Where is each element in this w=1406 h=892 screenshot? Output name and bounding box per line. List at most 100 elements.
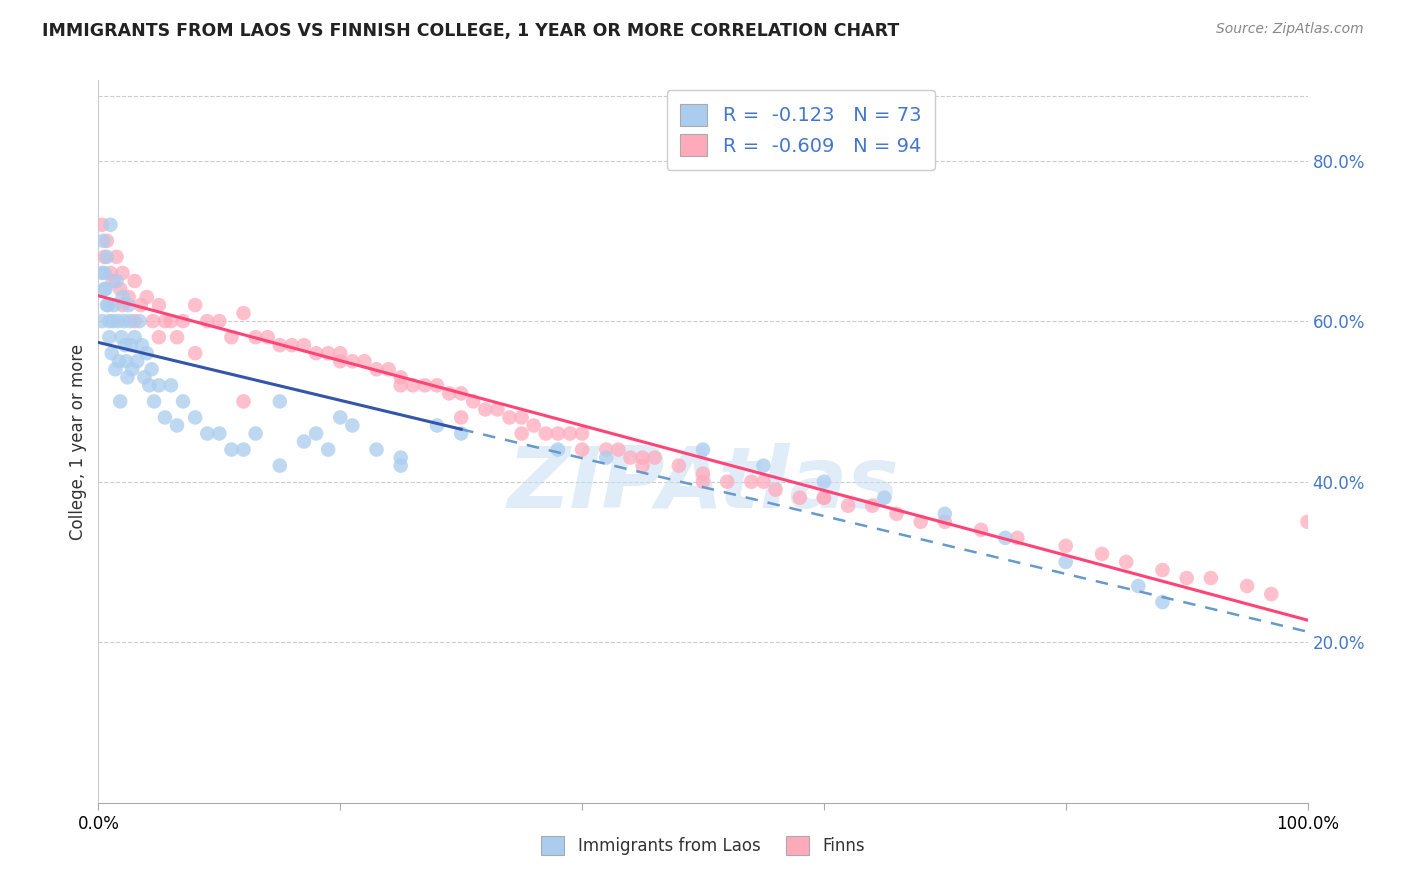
Point: [389, 378, 412, 392]
Point: [970, 523, 993, 537]
Point: [148, 330, 170, 344]
Point: [389, 450, 412, 465]
Point: [120, 338, 142, 352]
Point: [232, 306, 254, 320]
Point: [813, 491, 835, 505]
Point: [124, 330, 146, 344]
Point: [1152, 563, 1174, 577]
Point: [571, 442, 593, 457]
Point: [740, 475, 762, 489]
Point: [1054, 539, 1077, 553]
Point: [353, 354, 375, 368]
Point: [112, 314, 135, 328]
Point: [292, 434, 315, 449]
Point: [111, 266, 134, 280]
Point: [135, 346, 157, 360]
Point: [463, 394, 485, 409]
Point: [789, 491, 811, 505]
Point: [97, 298, 120, 312]
Point: [103, 298, 125, 312]
Point: [474, 402, 496, 417]
Point: [131, 338, 153, 352]
Point: [107, 314, 129, 328]
Point: [148, 378, 170, 392]
Point: [342, 418, 364, 433]
Point: [1128, 579, 1150, 593]
Point: [269, 338, 291, 352]
Point: [208, 314, 231, 328]
Point: [138, 378, 160, 392]
Point: [129, 298, 152, 312]
Point: [108, 394, 131, 409]
Point: [118, 298, 141, 312]
Point: [281, 338, 304, 352]
Point: [716, 475, 738, 489]
Point: [114, 338, 136, 352]
Point: [142, 314, 165, 328]
Point: [98, 330, 121, 344]
Point: [668, 458, 690, 473]
Point: [1115, 555, 1137, 569]
Point: [166, 418, 188, 433]
Point: [91, 314, 114, 328]
Point: [104, 362, 127, 376]
Point: [305, 346, 328, 360]
Point: [486, 402, 509, 417]
Point: [172, 394, 194, 409]
Point: [316, 346, 339, 360]
Point: [389, 370, 412, 384]
Point: [886, 507, 908, 521]
Point: [160, 378, 183, 392]
Point: [631, 450, 654, 465]
Point: [124, 314, 146, 328]
Point: [91, 234, 114, 248]
Point: [292, 338, 315, 352]
Point: [93, 282, 115, 296]
Point: [558, 426, 581, 441]
Point: [631, 458, 654, 473]
Point: [450, 426, 472, 441]
Point: [1236, 579, 1258, 593]
Point: [595, 450, 617, 465]
Point: [110, 330, 132, 344]
Point: [256, 330, 278, 344]
Point: [269, 458, 291, 473]
Point: [329, 410, 352, 425]
Point: [305, 426, 328, 441]
Point: [547, 426, 569, 441]
Point: [108, 282, 131, 296]
Point: [195, 426, 218, 441]
Point: [450, 386, 472, 401]
Point: [141, 362, 163, 376]
Point: [1260, 587, 1282, 601]
Text: Source: ZipAtlas.com: Source: ZipAtlas.com: [1216, 22, 1364, 37]
Point: [96, 234, 118, 248]
Point: [329, 346, 352, 360]
Point: [426, 418, 449, 433]
Point: [153, 314, 176, 328]
Point: [245, 330, 267, 344]
Point: [510, 410, 533, 425]
Point: [1296, 515, 1319, 529]
Point: [366, 442, 388, 457]
Point: [105, 274, 128, 288]
Point: [100, 266, 122, 280]
Point: [692, 467, 714, 481]
Point: [111, 298, 134, 312]
Point: [1199, 571, 1222, 585]
Point: [510, 426, 533, 441]
Point: [143, 394, 166, 409]
Point: [93, 266, 115, 280]
Point: [994, 531, 1017, 545]
Point: [94, 282, 117, 296]
Point: [98, 314, 121, 328]
Point: [934, 515, 956, 529]
Point: [316, 442, 339, 457]
Point: [413, 378, 436, 392]
Point: [498, 410, 520, 425]
Point: [813, 491, 835, 505]
Point: [426, 378, 449, 392]
Point: [128, 314, 150, 328]
Point: [121, 362, 143, 376]
Point: [96, 250, 118, 264]
